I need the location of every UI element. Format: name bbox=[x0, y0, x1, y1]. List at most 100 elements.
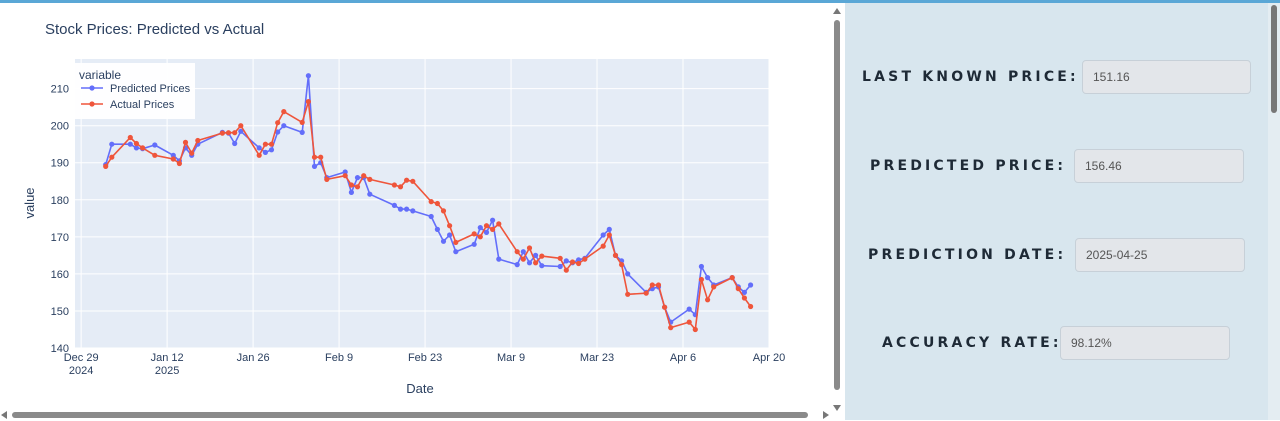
actual-prices-point[interactable] bbox=[625, 291, 631, 297]
actual-prices-point[interactable] bbox=[612, 252, 619, 258]
predicted-prices-point[interactable] bbox=[440, 238, 447, 244]
actual-prices-point[interactable] bbox=[140, 145, 146, 151]
predicted-prices-point[interactable] bbox=[391, 202, 397, 208]
actual-prices-point[interactable] bbox=[729, 275, 735, 281]
actual-prices-point[interactable] bbox=[576, 260, 582, 267]
predicted-prices-point[interactable] bbox=[170, 152, 176, 158]
predicted-prices-point[interactable] bbox=[557, 263, 563, 270]
predicted-prices-point[interactable] bbox=[397, 206, 404, 212]
actual-prices-point[interactable] bbox=[281, 109, 287, 115]
legend[interactable]: variable Predicted Prices Actual Prices bbox=[75, 63, 195, 119]
actual-prices-point[interactable] bbox=[305, 99, 311, 105]
actual-prices-point[interactable] bbox=[311, 154, 318, 160]
predicted-prices-point[interactable] bbox=[520, 249, 526, 255]
actual-prices-point[interactable] bbox=[299, 119, 305, 125]
predicted-prices-point[interactable] bbox=[606, 226, 612, 232]
actual-prices-point[interactable] bbox=[563, 267, 569, 273]
predicted-prices-point[interactable] bbox=[354, 175, 361, 181]
actual-prices-point[interactable] bbox=[324, 176, 330, 182]
actual-prices-point[interactable] bbox=[391, 182, 397, 188]
scroll-left-arrow-icon[interactable] bbox=[1, 411, 7, 419]
actual-prices-point[interactable] bbox=[705, 297, 711, 303]
actual-prices-point[interactable] bbox=[404, 177, 410, 183]
actual-prices-point[interactable] bbox=[514, 249, 520, 255]
last-known-price-field[interactable]: 151.16 bbox=[1082, 60, 1251, 94]
scroll-up-arrow-icon[interactable] bbox=[833, 8, 841, 14]
actual-prices-point[interactable] bbox=[668, 325, 674, 331]
chart-horizontal-scrollbar[interactable] bbox=[0, 409, 831, 421]
predicted-prices-point[interactable] bbox=[232, 140, 238, 147]
actual-prices-point[interactable] bbox=[662, 304, 668, 310]
actual-prices-point[interactable] bbox=[428, 199, 434, 205]
actual-prices-point[interactable] bbox=[477, 234, 483, 240]
actual-prices-point[interactable] bbox=[434, 200, 440, 207]
predicted-prices-point[interactable] bbox=[262, 149, 268, 155]
predicted-prices-point[interactable] bbox=[576, 257, 582, 263]
actual-prices-point[interactable] bbox=[453, 239, 459, 245]
actual-prices-point[interactable] bbox=[692, 326, 698, 333]
actual-prices-point[interactable] bbox=[748, 303, 754, 310]
actual-prices-point[interactable] bbox=[539, 253, 545, 259]
actual-prices-point[interactable] bbox=[189, 150, 195, 156]
predicted-prices-point[interactable] bbox=[256, 145, 262, 151]
actual-prices-point[interactable] bbox=[256, 152, 262, 158]
predicted-prices-point[interactable] bbox=[496, 256, 502, 262]
predicted-prices-point[interactable] bbox=[410, 208, 416, 214]
predicted-prices-point[interactable] bbox=[367, 191, 373, 197]
actual-prices-point[interactable] bbox=[103, 163, 109, 169]
predicted-prices-point[interactable] bbox=[268, 147, 275, 153]
chart-vertical-scrollbar[interactable] bbox=[831, 8, 843, 411]
actual-prices-point[interactable] bbox=[182, 139, 189, 145]
predicted-prices-point[interactable] bbox=[471, 241, 477, 247]
actual-prices-point[interactable] bbox=[711, 284, 717, 290]
predicted-prices-point[interactable] bbox=[299, 129, 305, 135]
actual-prices-point[interactable] bbox=[447, 223, 453, 229]
predicted-prices-point[interactable] bbox=[434, 226, 440, 232]
predicted-prices-point[interactable] bbox=[342, 169, 348, 175]
predicted-prices-point[interactable] bbox=[625, 271, 631, 277]
actual-prices-point[interactable] bbox=[490, 226, 496, 232]
actual-prices-point[interactable] bbox=[557, 255, 563, 261]
predicted-prices-point[interactable] bbox=[453, 249, 459, 255]
actual-prices-point[interactable] bbox=[483, 223, 490, 229]
predicted-prices-point[interactable] bbox=[404, 206, 410, 212]
predicted-prices-point[interactable] bbox=[348, 189, 354, 195]
predicted-prices-legend-label[interactable]: Predicted Prices bbox=[110, 83, 191, 95]
actual-prices-point[interactable] bbox=[318, 154, 324, 160]
actual-prices-point[interactable] bbox=[619, 262, 625, 268]
prediction-date-field[interactable]: 2025-04-25 bbox=[1075, 238, 1245, 272]
actual-prices-point[interactable] bbox=[219, 130, 225, 136]
scroll-right-arrow-icon[interactable] bbox=[823, 411, 829, 419]
actual-prices-point[interactable] bbox=[109, 154, 115, 160]
actual-prices-point[interactable] bbox=[569, 259, 576, 265]
predicted-prices-point[interactable] bbox=[152, 142, 158, 148]
actual-prices-point[interactable] bbox=[367, 176, 373, 182]
predicted-prices-point[interactable] bbox=[127, 141, 133, 147]
actual-prices-point[interactable] bbox=[152, 152, 158, 158]
predicted-prices-point[interactable] bbox=[533, 252, 539, 258]
actual-prices-point[interactable] bbox=[520, 256, 526, 262]
predicted-prices-point[interactable] bbox=[705, 275, 711, 281]
actual-prices-point[interactable] bbox=[225, 130, 232, 136]
predicted-prices-point[interactable] bbox=[698, 263, 705, 270]
actual-prices-point[interactable] bbox=[232, 130, 238, 136]
predicted-prices-point[interactable] bbox=[275, 129, 281, 135]
accuracy-rate-field[interactable]: 98.12% bbox=[1060, 326, 1230, 360]
actual-prices-point[interactable] bbox=[606, 232, 612, 238]
scroll-down-arrow-icon[interactable] bbox=[833, 405, 841, 411]
predicted-prices-point[interactable] bbox=[741, 289, 748, 295]
predicted-prices-point[interactable] bbox=[526, 260, 533, 266]
predicted-prices-point[interactable] bbox=[563, 258, 569, 264]
actual-prices-point[interactable] bbox=[170, 156, 176, 162]
actual-prices-point[interactable] bbox=[127, 134, 133, 141]
actual-prices-point[interactable] bbox=[195, 137, 201, 144]
actual-prices-point[interactable] bbox=[133, 140, 139, 147]
predicted-prices-point[interactable] bbox=[311, 163, 318, 169]
predicted-prices-point[interactable] bbox=[539, 263, 545, 269]
predicted-prices-point[interactable] bbox=[238, 128, 244, 134]
predicted-prices-point[interactable] bbox=[514, 262, 520, 268]
vertical-scroll-thumb[interactable] bbox=[834, 20, 840, 390]
predicted-price-field[interactable]: 156.46 bbox=[1074, 149, 1244, 183]
actual-prices-point[interactable] bbox=[268, 141, 275, 147]
